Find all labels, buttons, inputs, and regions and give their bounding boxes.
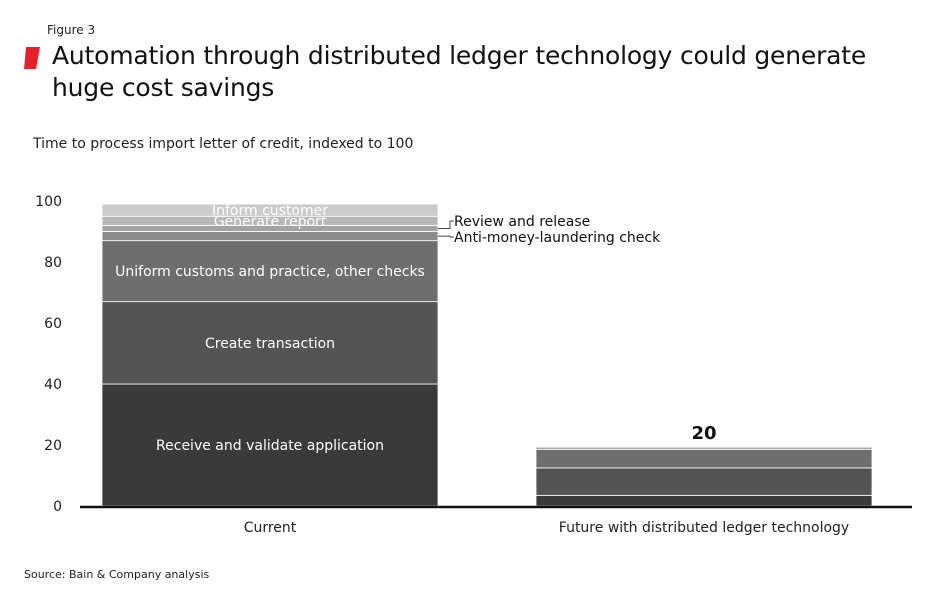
segment-label: Uniform customs and practice, other chec… [115, 264, 425, 280]
bar-segment [535, 467, 873, 496]
y-tick-label: 0 [53, 499, 62, 515]
callout-leader-line [438, 235, 454, 238]
bar-segment [101, 231, 439, 242]
y-tick-label: 80 [44, 255, 62, 271]
bar-segment [535, 449, 873, 469]
title-accent-mark [24, 47, 40, 69]
bar-segment [101, 203, 439, 217]
y-tick-label: 60 [44, 316, 62, 332]
x-category-label: Future with distributed ledger technolog… [559, 520, 849, 536]
bar-total-label: 20 [691, 423, 716, 444]
bar-segment [535, 444, 873, 447]
y-tick-label: 20 [44, 438, 62, 454]
callout-leader-line [438, 220, 454, 229]
segment-label: Receive and validate application [156, 438, 384, 454]
source-note: Source: Bain & Company analysis [24, 568, 210, 581]
figure-label: Figure 3 [47, 23, 96, 37]
y-tick-label: 40 [44, 377, 62, 393]
x-category-label: Current [244, 520, 297, 536]
bar-segment [101, 240, 439, 303]
callout-label: Review and release [454, 214, 590, 230]
chart-title: Automation through distributed ledger te… [52, 41, 867, 102]
segment-label: Inform customer [212, 203, 328, 219]
chart-subtitle: Time to process import letter of credit,… [33, 136, 414, 152]
segment-label: Generate report [214, 214, 327, 230]
segment-label: Create transaction [205, 336, 335, 352]
bar-segment [101, 301, 439, 385]
callout-label: Anti-money-laundering check [454, 230, 661, 246]
bar-segment [101, 383, 439, 507]
bar-segment [535, 494, 873, 507]
y-tick-label: 100 [35, 194, 62, 210]
